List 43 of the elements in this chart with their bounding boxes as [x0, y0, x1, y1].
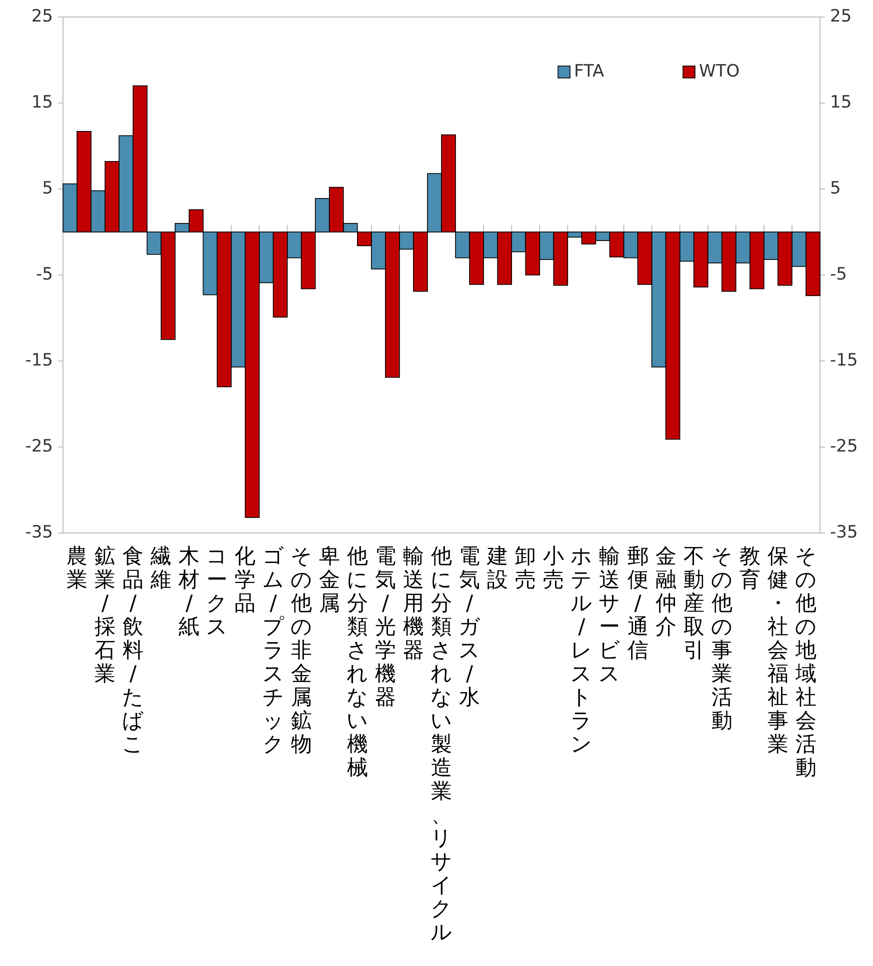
x-tick-label: その他の非金属鉱物: [290, 544, 312, 756]
x-tick-label: 食品/飲料/たばこ: [122, 544, 144, 756]
x-tick-label: 他に分類されない製造業、リサイクル: [430, 544, 452, 944]
legend-label: WTO: [699, 62, 740, 82]
y2-tick-label: -15: [830, 350, 858, 371]
y-tick-label: 25: [31, 6, 53, 27]
x-tick-label: 繊維: [150, 544, 172, 592]
y2-tick-label: -5: [830, 264, 847, 285]
x-tick-label: 教育: [739, 544, 760, 592]
x-tick-label: 建設: [486, 544, 508, 592]
y-tick-label: -25: [25, 436, 53, 457]
x-tick-label: 不動産取引: [683, 544, 704, 662]
x-tick-label: 他に分類されない機械: [346, 544, 368, 780]
y-tick-label: -15: [25, 350, 53, 371]
x-tick-label: 電気/ガス/水: [458, 544, 481, 709]
x-tick-label: その他の地域社会活動: [794, 544, 817, 780]
x-tick-label: ゴム/プラスチック: [262, 544, 284, 756]
y2-tick-label: 15: [830, 92, 852, 113]
y-tick-label: -5: [36, 264, 53, 285]
y-tick-label: -35: [25, 522, 53, 543]
y-tick-label: 5: [42, 178, 53, 199]
x-tick-label: 保健・社会福祉事業: [767, 544, 788, 756]
legend-label: FTA: [574, 62, 605, 82]
y-tick-label: 15: [31, 92, 53, 113]
x-tick-label: その他の事業活動: [710, 544, 733, 732]
x-tick-label: 農業: [66, 544, 88, 592]
x-tick-label: コークス: [206, 544, 228, 638]
x-tick-label: 卸売: [515, 544, 536, 592]
x-tick-label: 輸送サービス: [598, 544, 621, 686]
y2-tick-label: -35: [830, 522, 858, 543]
x-tick-label: 木材/紙: [178, 544, 200, 638]
x-tick-label: 小売: [543, 544, 564, 592]
x-tick-label: 輸送用機器: [402, 544, 424, 662]
y2-tick-label: 5: [830, 178, 841, 199]
x-tick-label: 卑金属: [318, 544, 340, 615]
x-tick-label: ホテル/レストラン: [570, 544, 593, 756]
x-tick-label: 化学品: [234, 544, 256, 615]
y2-tick-label: -25: [830, 436, 858, 457]
x-tick-label: 鉱業/採石業: [94, 544, 116, 686]
x-tick-label: 郵便/通信: [627, 544, 648, 662]
x-tick-label: 電気/光学機器: [374, 544, 396, 709]
y2-tick-label: 25: [830, 6, 852, 27]
x-tick-label: 金融仲介: [655, 544, 676, 638]
